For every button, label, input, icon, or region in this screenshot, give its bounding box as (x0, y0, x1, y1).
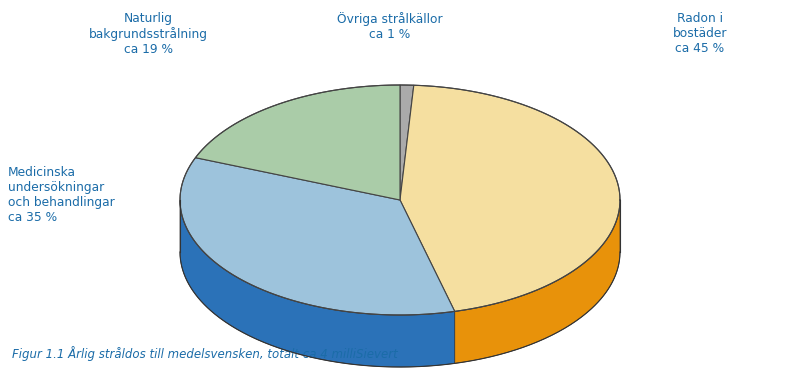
Polygon shape (195, 85, 400, 200)
Text: Naturlig
bakgrundsstrålning
ca 19 %: Naturlig bakgrundsstrålning ca 19 % (89, 12, 207, 56)
Polygon shape (180, 252, 620, 367)
Polygon shape (180, 200, 455, 367)
Polygon shape (180, 158, 455, 315)
Text: Övriga strålkällor
ca 1 %: Övriga strålkällor ca 1 % (337, 12, 442, 41)
Text: Figur 1.1 Årlig stråldos till medelsvensken, totalt ca 4 milliSievert: Figur 1.1 Årlig stråldos till medelsvens… (12, 346, 397, 361)
Polygon shape (400, 85, 620, 311)
Polygon shape (400, 85, 413, 200)
Polygon shape (455, 201, 620, 363)
Text: Radon i
bostäder
ca 45 %: Radon i bostäder ca 45 % (673, 12, 727, 55)
Text: Medicinska
undersökningar
och behandlingar
ca 35 %: Medicinska undersökningar och behandling… (8, 166, 114, 224)
